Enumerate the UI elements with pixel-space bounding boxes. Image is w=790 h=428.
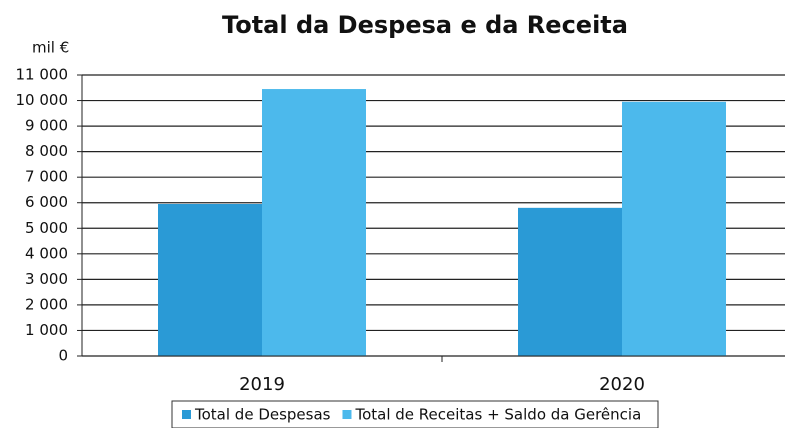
bar xyxy=(158,204,262,356)
bar xyxy=(262,89,366,357)
y-tick-label: 4 000 xyxy=(25,244,68,262)
x-tick-label: 2020 xyxy=(599,374,645,395)
bar xyxy=(518,207,622,356)
y-tick-label: 5 000 xyxy=(25,219,68,237)
y-tick-label: 8 000 xyxy=(25,142,68,160)
y-tick-label: 1 000 xyxy=(25,321,68,339)
y-tick-label: 2 000 xyxy=(25,295,68,313)
legend-swatch xyxy=(342,410,352,419)
legend-box xyxy=(171,400,659,428)
y-tick-label: 3 000 xyxy=(25,270,68,288)
bar xyxy=(622,101,726,356)
y-tick-label: 6 000 xyxy=(25,193,68,211)
x-tick-label: 2019 xyxy=(239,374,285,395)
y-tick-label: 0 xyxy=(58,347,68,365)
y-tick-label: 11 000 xyxy=(16,66,69,84)
legend-label: Total de Receitas + Saldo da Gerência xyxy=(354,406,641,424)
y-tick-label: 7 000 xyxy=(25,168,68,186)
legend-swatch xyxy=(182,410,191,419)
y-axis-label: mil € xyxy=(32,39,69,57)
y-tick-label: 9 000 xyxy=(25,117,68,135)
legend-label: Total de Despesas xyxy=(194,406,331,424)
chart-title: Total da Despesa e da Receita xyxy=(222,11,628,39)
y-tick-label: 10 000 xyxy=(16,91,69,109)
